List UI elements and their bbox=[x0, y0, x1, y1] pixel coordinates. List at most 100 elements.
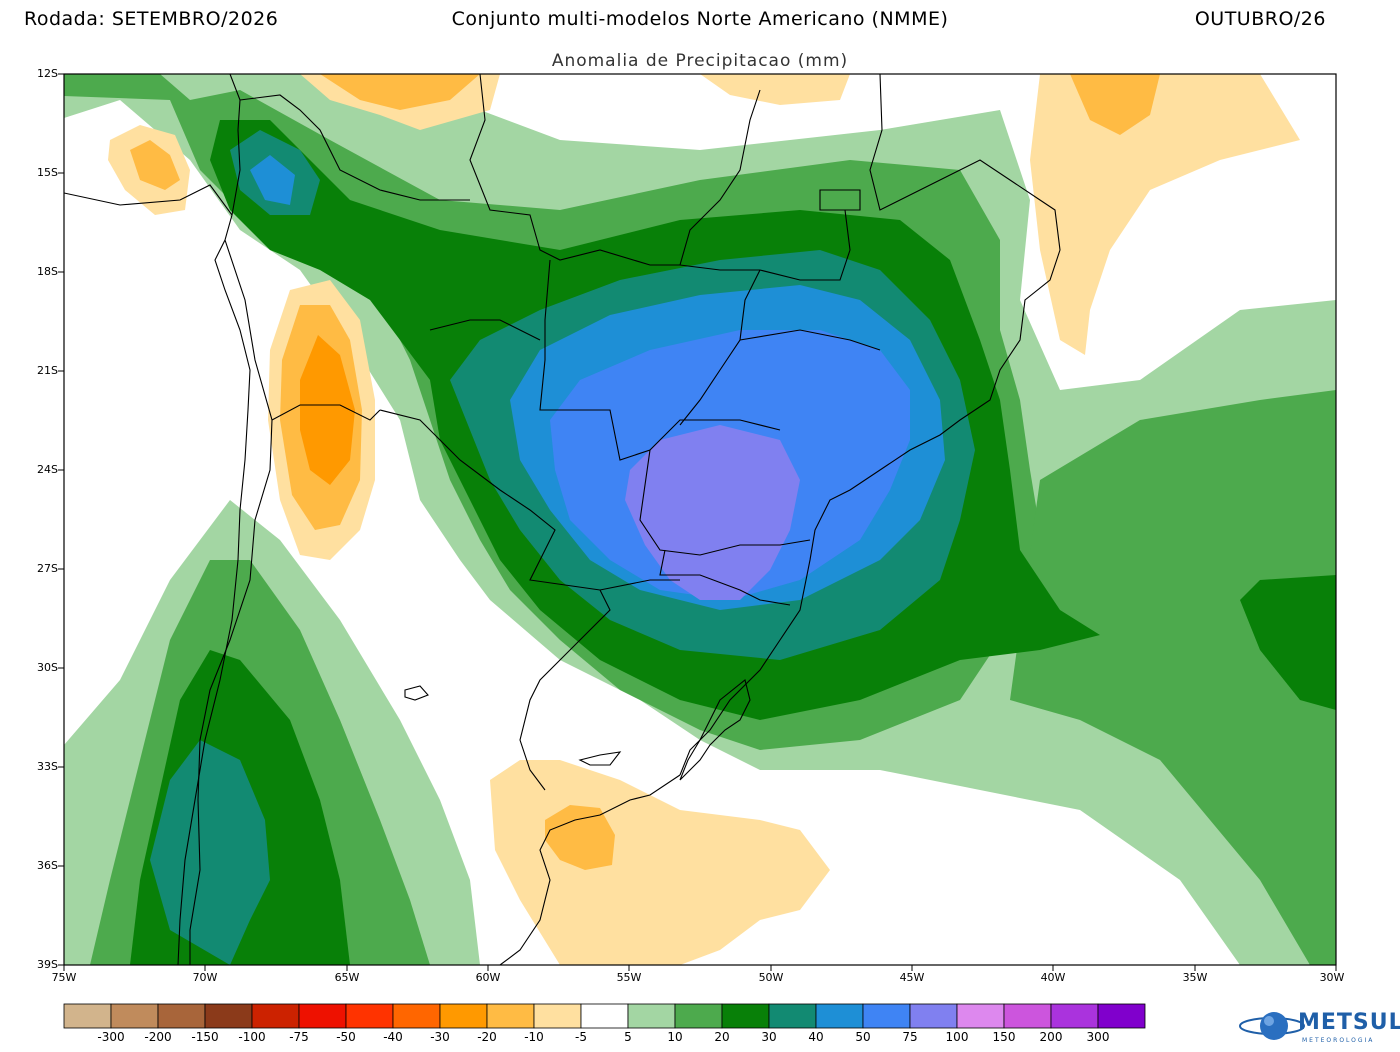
colorbar-swatch bbox=[580, 1003, 629, 1029]
lat-tick: 15S bbox=[37, 166, 58, 179]
state-border-2 bbox=[679, 89, 761, 266]
colorbar-swatch bbox=[251, 1003, 300, 1029]
globe-icon bbox=[1260, 1012, 1288, 1040]
logo-wordmark: METSUL bbox=[1298, 1010, 1400, 1035]
anomaly-band-neg-20-30-west bbox=[300, 335, 355, 485]
lat-tick: 39S bbox=[37, 958, 58, 971]
colorbar-label: -75 bbox=[289, 1030, 309, 1044]
state-border-6 bbox=[819, 189, 861, 211]
anomaly-band-neg-5-10-east bbox=[1030, 74, 1300, 355]
colorbar-swatch bbox=[392, 1003, 441, 1029]
colorbar bbox=[63, 1003, 1146, 1029]
lat-tick: 21S bbox=[37, 364, 58, 377]
lat-tick: 30S bbox=[37, 661, 58, 674]
anomaly-band-neg-10-20-east bbox=[1070, 74, 1160, 135]
colorbar-swatch bbox=[1050, 1003, 1099, 1029]
colorbar-swatch bbox=[674, 1003, 723, 1029]
lon-tick: 70W bbox=[192, 971, 218, 984]
river-plate-estuary bbox=[578, 751, 622, 766]
colorbar-swatch bbox=[956, 1003, 1005, 1029]
colorbar-label: 20 bbox=[714, 1030, 730, 1044]
colorbar-label: -40 bbox=[383, 1030, 403, 1044]
state-border-1 bbox=[469, 74, 851, 281]
lake-patos bbox=[679, 679, 751, 781]
axis-ticks bbox=[58, 73, 1337, 971]
colorbar-swatch bbox=[1097, 1003, 1146, 1029]
uruguay-coastline bbox=[499, 774, 681, 965]
metsul-logo bbox=[1239, 1012, 1305, 1040]
colorbar-label: -200 bbox=[144, 1030, 172, 1044]
anomaly-band-30-40-south bbox=[150, 740, 270, 965]
andes-border bbox=[189, 239, 273, 965]
anomaly-fields bbox=[64, 74, 1336, 965]
colorbar-swatch bbox=[204, 1003, 253, 1029]
colorbar-label: -20 bbox=[477, 1030, 497, 1044]
colorbar-label: 100 bbox=[945, 1030, 969, 1044]
colorbar-label: 5 bbox=[624, 1030, 632, 1044]
colorbar-label: 200 bbox=[1039, 1030, 1063, 1044]
colorbar-swatch bbox=[721, 1003, 770, 1029]
colorbar-swatch bbox=[486, 1003, 535, 1029]
state-border-5 bbox=[739, 329, 881, 351]
colorbar-label: -30 bbox=[430, 1030, 450, 1044]
colorbar-label: -50 bbox=[336, 1030, 356, 1044]
lat-tick: 18S bbox=[37, 265, 58, 278]
lat-tick: 24S bbox=[37, 463, 58, 476]
colorbar-label: 150 bbox=[992, 1030, 1016, 1044]
lon-tick: 65W bbox=[334, 971, 360, 984]
colorbar-swatch bbox=[862, 1003, 911, 1029]
period-label: OUTUBRO/26 bbox=[1194, 8, 1326, 30]
colorbar-swatch bbox=[63, 1003, 112, 1029]
lon-tick: 55W bbox=[616, 971, 642, 984]
colorbar-label: 40 bbox=[808, 1030, 824, 1044]
lat-tick: 36S bbox=[37, 859, 58, 872]
anomaly-band-75-100 bbox=[625, 425, 800, 600]
colorbar-label: 30 bbox=[761, 1030, 777, 1044]
lon-tick: 30W bbox=[1319, 971, 1345, 984]
lon-tick: 35W bbox=[1182, 971, 1208, 984]
map-frame bbox=[63, 73, 1337, 966]
colorbar-label: 10 bbox=[667, 1030, 683, 1044]
chile-bolivia-border bbox=[229, 74, 241, 216]
lon-tick: 40W bbox=[1040, 971, 1066, 984]
state-border-3 bbox=[539, 259, 781, 461]
logo-tagline: METEOROLOGIA bbox=[1302, 1037, 1375, 1044]
colorbar-label: -300 bbox=[97, 1030, 125, 1044]
anomaly-band-20-30-east bbox=[1240, 575, 1336, 710]
anomaly-band-40-50-nw bbox=[250, 155, 295, 205]
anomaly-band-neg-10-20-uy bbox=[545, 805, 615, 870]
lat-tick: 33S bbox=[37, 760, 58, 773]
state-border-7 bbox=[429, 319, 541, 341]
island bbox=[404, 685, 429, 701]
map-subtitle: Anomalia de Precipitacao (mm) bbox=[551, 51, 849, 71]
run-label: Rodada: SETEMBRO/2026 bbox=[24, 8, 279, 30]
lon-tick: 45W bbox=[899, 971, 925, 984]
colorbar-label: -5 bbox=[575, 1030, 587, 1044]
colorbar-swatch bbox=[110, 1003, 159, 1029]
colorbar-label: -10 bbox=[524, 1030, 544, 1044]
brazil-east-coastline bbox=[679, 74, 1061, 776]
colorbar-label: -150 bbox=[191, 1030, 219, 1044]
colorbar-swatch bbox=[439, 1003, 488, 1029]
colorbar-swatch bbox=[1003, 1003, 1052, 1029]
colorbar-swatch bbox=[533, 1003, 582, 1029]
colorbar-swatch bbox=[345, 1003, 394, 1029]
colorbar-label: 50 bbox=[855, 1030, 871, 1044]
colorbar-label: 75 bbox=[902, 1030, 918, 1044]
colorbar-label: 300 bbox=[1086, 1030, 1110, 1044]
argentina-north-border bbox=[271, 404, 381, 421]
page-title: Conjunto multi-modelos Norte Americano (… bbox=[451, 8, 949, 30]
anomaly-band-neg-10-20-nwl bbox=[130, 140, 180, 190]
lon-tick: 50W bbox=[758, 971, 784, 984]
colorbar-label: -100 bbox=[238, 1030, 266, 1044]
parana-border bbox=[639, 449, 811, 556]
lon-tick: 60W bbox=[475, 971, 501, 984]
rs-border bbox=[519, 589, 611, 791]
anomaly-band-10-20-east bbox=[1010, 390, 1336, 965]
colorbar-swatch bbox=[298, 1003, 347, 1029]
colorbar-swatch bbox=[627, 1003, 676, 1029]
anomaly-band-neg-10-20-n bbox=[320, 74, 480, 110]
colorbar-swatch bbox=[909, 1003, 958, 1029]
lon-tick: 75W bbox=[51, 971, 77, 984]
